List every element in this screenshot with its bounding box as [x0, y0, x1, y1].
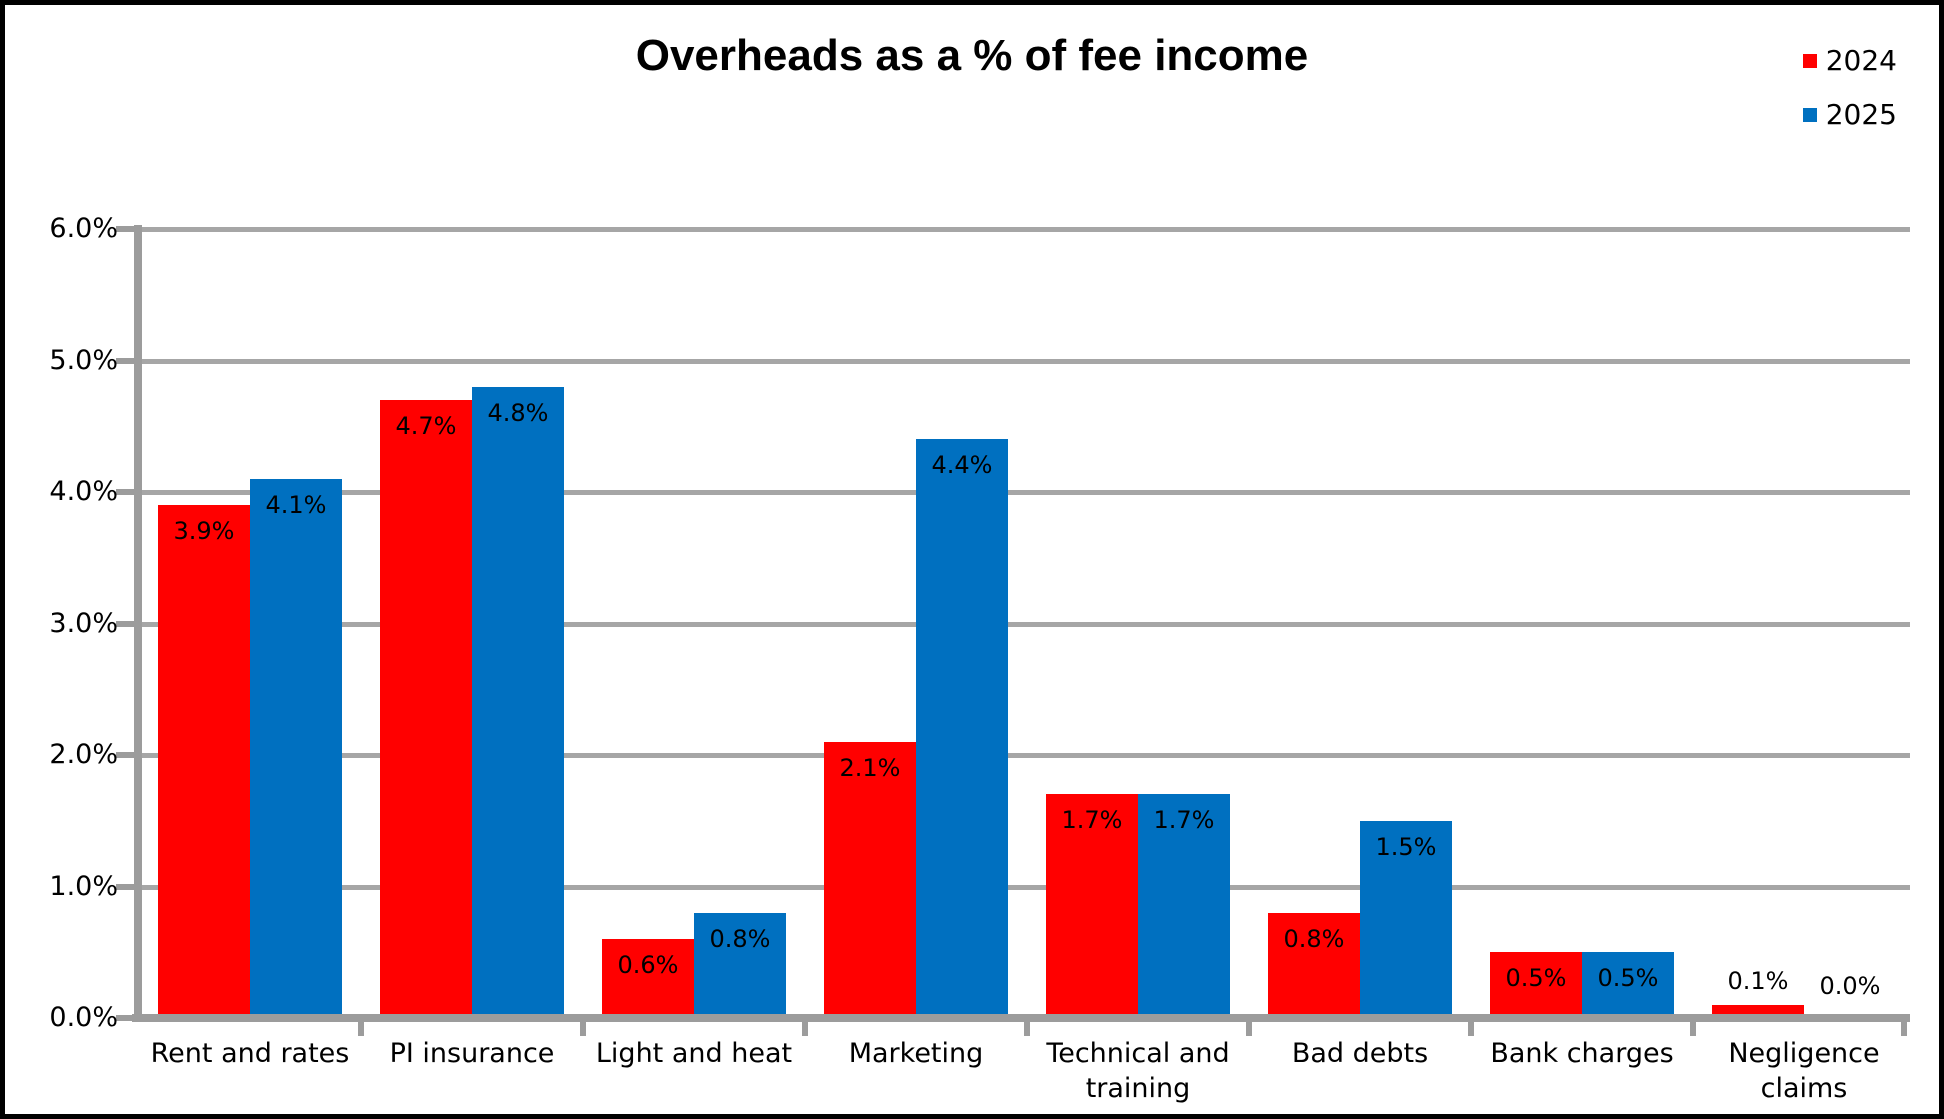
- bar-2025-bad-debts: [1360, 821, 1452, 1018]
- y-tick-4-0: [116, 489, 138, 495]
- gridline-5pct: [138, 359, 1910, 364]
- y-axis-label-4-0: 4.0%: [49, 476, 118, 507]
- bar-2025-pi-insurance: [472, 387, 564, 1018]
- x-tick-6: [1468, 1022, 1474, 1036]
- x-tick-5: [1246, 1022, 1252, 1036]
- category-label-bad-debts: Bad debts: [1291, 1038, 1429, 1069]
- x-tick-right: [1901, 1022, 1907, 1036]
- chart-title: Overheads as a % of fee income: [635, 31, 1309, 80]
- x-axis-line: [132, 1014, 1910, 1022]
- bar-2024-bad-debts: [1268, 913, 1360, 1018]
- legend-label-2024: 2024: [1825, 44, 1897, 77]
- data-label-2024-marketing: 2.1%: [839, 754, 901, 782]
- bar-2025-bank-charges: [1582, 952, 1674, 1018]
- category-label-marketing: Marketing: [848, 1038, 984, 1069]
- x-tick-7: [1690, 1022, 1696, 1036]
- bar-2025-marketing: [916, 439, 1008, 1018]
- data-label-2024-rent-and-rates: 3.9%: [173, 517, 235, 545]
- category-label-rent-and-rates: Rent and rates: [150, 1038, 350, 1069]
- y-axis-label-5-0: 5.0%: [49, 345, 118, 376]
- bar-2025-technical-and-training: [1138, 794, 1230, 1018]
- data-label-2025-light-and-heat: 0.8%: [709, 925, 771, 953]
- y-axis-label-2-0: 2.0%: [49, 739, 118, 770]
- category-label-negligence-claims: Negligence claims: [1728, 1038, 1880, 1104]
- gridline-6pct: [138, 227, 1910, 232]
- y-tick-3-0: [116, 621, 138, 627]
- gridline-1pct: [138, 885, 1910, 890]
- gridline-3pct: [138, 622, 1910, 627]
- data-label-2025-bad-debts: 1.5%: [1375, 833, 1437, 861]
- category-label-pi-insurance: PI insurance: [389, 1038, 555, 1069]
- y-axis-label-0-0: 0.0%: [49, 1002, 118, 1033]
- data-label-2025-rent-and-rates: 4.1%: [265, 491, 327, 519]
- bar-2025-rent-and-rates: [250, 479, 342, 1018]
- y-axis-line: [134, 225, 142, 1022]
- y-tick-0-0: [116, 1015, 138, 1021]
- data-label-2025-marketing: 4.4%: [931, 451, 993, 479]
- x-tick-1: [358, 1022, 364, 1036]
- y-tick-5-0: [116, 358, 138, 364]
- x-tick-2: [580, 1022, 586, 1036]
- bar-2024-marketing: [824, 742, 916, 1018]
- data-label-2024-bank-charges: 0.5%: [1505, 964, 1567, 992]
- legend-item-2025: 2025: [1802, 98, 1897, 131]
- data-label-2024-bad-debts: 0.8%: [1283, 925, 1345, 953]
- legend-swatch-2025: [1802, 108, 1817, 122]
- y-tick-6-0: [116, 226, 138, 232]
- category-label-bank-charges: Bank charges: [1490, 1038, 1674, 1069]
- category-label-technical-and-training: Technical and training: [1046, 1038, 1230, 1104]
- legend-swatch-2024: [1802, 54, 1817, 68]
- bar-2024-rent-and-rates: [158, 505, 250, 1018]
- x-tick-4: [1024, 1022, 1030, 1036]
- y-tick-1-0: [116, 884, 138, 890]
- y-axis-label-6-0: 6.0%: [49, 213, 118, 244]
- bar-2025-light-and-heat: [694, 913, 786, 1018]
- data-label-2025-bank-charges: 0.5%: [1597, 964, 1659, 992]
- data-label-2024-technical-and-training: 1.7%: [1061, 806, 1123, 834]
- plot-area: 0.0% 1.0% 2.0% 3.0% 4.0% 5.0% 6.0% 3.9% 4.1% Rent…: [5, 5, 1939, 1114]
- x-tick-3: [802, 1022, 808, 1036]
- y-axis-label-3-0: 3.0%: [49, 608, 118, 639]
- legend-label-2025: 2025: [1825, 98, 1897, 131]
- data-label-2024-negligence-claims: 0.1%: [1727, 967, 1789, 995]
- data-label-2025-technical-and-training: 1.7%: [1153, 806, 1215, 834]
- gridline-4pct: [138, 490, 1910, 495]
- bar-2024-bank-charges: [1490, 952, 1582, 1018]
- category-label-light-and-heat: Light and heat: [595, 1038, 793, 1069]
- y-axis-label-1-0: 1.0%: [49, 871, 118, 902]
- bar-2024-pi-insurance: [380, 400, 472, 1018]
- data-label-2025-negligence-claims: 0.0%: [1819, 972, 1881, 1000]
- data-label-2025-pi-insurance: 4.8%: [487, 399, 549, 427]
- bar-2024-light-and-heat: [602, 939, 694, 1018]
- y-tick-2-0: [116, 752, 138, 758]
- bar-2024-technical-and-training: [1046, 794, 1138, 1018]
- legend-item-2024: 2024: [1802, 44, 1897, 77]
- gridline-2pct: [138, 753, 1910, 758]
- data-label-2024-pi-insurance: 4.7%: [395, 412, 457, 440]
- data-label-2024-light-and-heat: 0.6%: [617, 951, 679, 979]
- legend: 2024 2025: [1802, 44, 1897, 155]
